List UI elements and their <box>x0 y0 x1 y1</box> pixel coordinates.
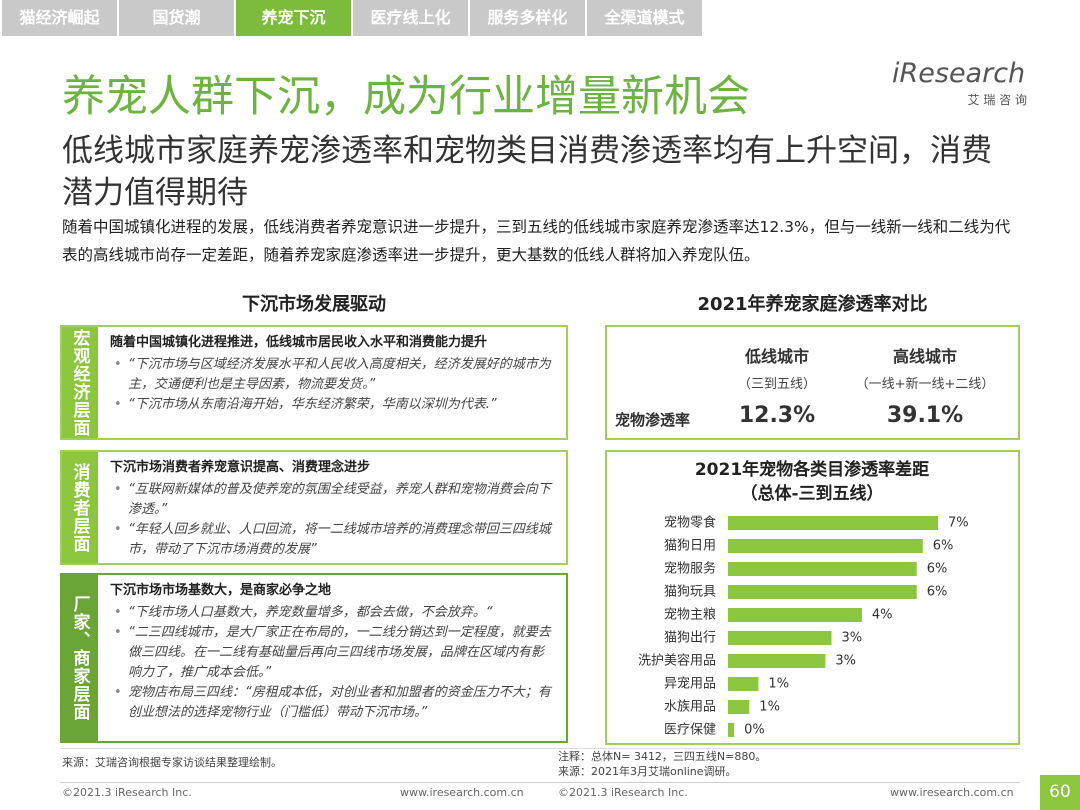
chart-subtitle: （总体-三到五线） <box>740 483 883 504</box>
logo-name: iResearch <box>892 58 1026 89</box>
chart-title: 2021年宠物各类目渗透率差距 <box>695 459 929 480</box>
group-point: “下沉市场与区域经济发展水平和人民收入高度相关，经济发展好的城市为主，交通便利也… <box>110 355 556 395</box>
bar <box>728 516 938 530</box>
nav-tab[interactable]: 猫经济崛起 <box>2 0 117 36</box>
row-label: 宠物渗透率 <box>615 411 691 429</box>
value-label: 6% <box>927 585 948 600</box>
copyright: ©2021.3 iResearch Inc. <box>62 786 192 799</box>
bar <box>728 700 750 714</box>
bar <box>728 631 832 645</box>
bar <box>728 677 759 691</box>
value-label: 0% <box>744 723 765 738</box>
note: 注释：总体N= 3412，三四五线N=880。 <box>558 750 767 763</box>
nav-tab[interactable]: 医疗线上化 <box>353 0 468 36</box>
category-label: 医疗保健 <box>664 723 716 738</box>
section-title: 下沉市场发展驱动 <box>242 294 386 315</box>
group-label: 消费者层面 <box>62 452 98 563</box>
rate-value: 12.3% <box>738 403 816 428</box>
intro-text: 随着中国城镇化进程的发展，低线消费者养宠意识进一步提升，三到五线的低线城市家庭养… <box>62 218 1011 264</box>
rate-value: 39.1% <box>886 403 964 428</box>
nav-tab[interactable]: 服务多样化 <box>470 0 585 36</box>
category-label: 宠物主粮 <box>664 607 716 623</box>
bar <box>728 654 826 668</box>
chart-box: 2021年宠物各类目渗透率差距 （总体-三到五线） 宠物零食 7% 猫狗日用 6% 宠物… <box>605 450 1020 745</box>
bar <box>728 539 923 553</box>
category-label: 异宠用品 <box>664 676 716 692</box>
page-number: 60 <box>1040 775 1080 810</box>
column-name: 低线城市 <box>744 347 809 366</box>
group-body: 下沉市场市场基数大，是商家必争之地 “下线市场人口基数大，养宠数量增多，都会去做，… <box>98 575 566 741</box>
group-point: “二三四线城市，是大厂家正在布局的，一二线分销达到一定程度，就要去做三四线。在一… <box>110 623 556 683</box>
column-note: （三到五线） <box>737 377 816 392</box>
value-label: 1% <box>759 700 780 715</box>
group-label: 厂家、商家层面 <box>62 575 98 741</box>
website: www.iresearch.com.cn <box>890 786 1014 799</box>
divider <box>60 782 1020 783</box>
logo: iResearch 艾 瑞 咨 询 <box>892 58 1027 108</box>
chart: 2021年宠物各类目渗透率差距 （总体-三到五线） 宠物零食 7% 猫狗日用 6% 宠物… <box>638 459 969 738</box>
bar <box>728 723 735 737</box>
nav-tab[interactable]: 国货潮 <box>119 0 234 36</box>
category-label: 宠物零食 <box>664 515 716 531</box>
nav-tab[interactable]: 养宠下沉 <box>236 0 351 36</box>
section-title: 2021年养宠家庭渗透率对比 <box>697 294 928 315</box>
logo-sub: 艾 瑞 咨 询 <box>967 93 1027 107</box>
divider <box>60 748 1020 749</box>
category-label: 猫狗玩具 <box>664 585 716 600</box>
category-label: 宠物服务 <box>664 561 716 577</box>
category-label: 猫狗日用 <box>664 539 716 554</box>
category-label: 猫狗出行 <box>664 631 716 646</box>
value-label: 6% <box>927 562 948 577</box>
penetration-table: 宠物渗透率 低线城市 （三到五线） 12.3% 高线城市 （一线+新一线+二线） 39.1… <box>605 325 1020 440</box>
bar <box>728 608 862 622</box>
column-note: （一线+新一线+二线） <box>855 377 995 392</box>
group-heading: 随着中国城镇化进程推进，低线城市居民收入水平和消费能力提升 <box>110 335 488 350</box>
page-title: 养宠人群下沉，成为行业增量新机会 <box>62 72 750 122</box>
source: 来源：2021年3月艾瑞online调研。 <box>558 765 737 778</box>
value-label: 1% <box>768 677 789 692</box>
nav-tab[interactable]: 全渠道模式 <box>587 0 702 36</box>
value-label: 3% <box>835 654 856 669</box>
group-point: 宠物店布局三四线：“房租成本低，对创业者和加盟者的资金压力不大；有创业想法的选择… <box>110 683 556 723</box>
group-point: “下线市场人口基数大，养宠数量增多，都会去做，不会放弃。“ <box>110 603 556 623</box>
group-point: “互联网新媒体的普及使养宠的氛围全线受益，养宠人群和宠物消费会向下渗透。” <box>110 480 556 520</box>
group-label: 宏观经济层面 <box>62 327 98 438</box>
group-heading: 下沉市场市场基数大，是商家必争之地 <box>110 583 332 598</box>
column-name: 高线城市 <box>892 347 957 366</box>
value-label: 3% <box>841 631 862 646</box>
bar <box>728 585 917 599</box>
group-heading: 下沉市场消费者养宠意识提高、消费理念进步 <box>110 460 371 475</box>
website: www.iresearch.com.cn <box>400 786 524 799</box>
copyright: ©2021.3 iResearch Inc. <box>558 786 688 799</box>
group-body: 随着中国城镇化进程推进，低线城市居民收入水平和消费能力提升 “下沉市场与区域经济发… <box>98 327 566 438</box>
category-label: 洗护美容用品 <box>638 653 716 669</box>
page-subtitle: 低线城市家庭养宠渗透率和宠物类目消费渗透率均有上升空间，消费潜力值得期待 <box>62 133 992 211</box>
value-label: 4% <box>872 608 893 623</box>
source: 来源：艾瑞咨询根据专家访谈结果整理绘制。 <box>62 756 282 769</box>
bar <box>728 562 917 576</box>
category-label: 水族用品 <box>664 699 716 715</box>
group-point: “下沉市场从东南沿海开始，华东经济繁荣，华南以深圳为代表.” <box>110 395 556 415</box>
value-label: 7% <box>948 516 969 531</box>
group-point: “年轻人回乡就业、人口回流，将一二线城市培养的消费理念带回三四线城市，带动了下沉… <box>110 520 556 560</box>
value-label: 6% <box>933 539 954 554</box>
group-body: 下沉市场消费者养宠意识提高、消费理念进步 “互联网新媒体的普及使养宠的氛围全线受益… <box>98 452 566 563</box>
